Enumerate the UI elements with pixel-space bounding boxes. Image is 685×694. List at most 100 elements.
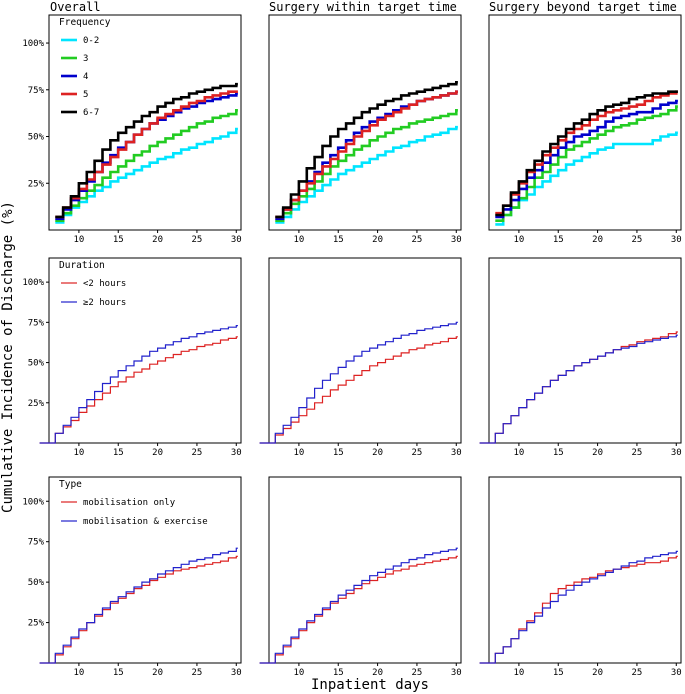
panel-duration-overall-xtick-label-25: 25 (192, 448, 203, 458)
panel-duration-surgery-within-target-time-xtick-label-10: 10 (293, 448, 304, 458)
panel-frequency-surgery-within-target-time-xtick-label-10: 10 (293, 235, 304, 245)
panel-type-surgery-within-target-time-series-mobilisation-exercise (259, 547, 458, 664)
panel-frequency-surgery-beyond-target-time-xtick-label-20: 20 (592, 235, 603, 245)
panel-type-surgery-within-target-time-series-mobilisation-only (259, 555, 458, 664)
panel-type-surgery-within-target-time-xtick-label-10: 10 (293, 668, 304, 678)
panel-duration-surgery-within-target-time-xtick-label-15: 15 (333, 448, 344, 458)
panel-type-surgery-within-target-time: 10 15 20 25 30 (259, 476, 462, 678)
panel-duration-surgery-beyond-target-time-xtick-label-15: 15 (553, 448, 564, 458)
panel-duration-overall: 10 15 20 25 30 25% 50% 75% 100% Duration <2 hours ≥… (22, 257, 242, 458)
panel-frequency-overall: 10 15 20 25 30 25% 50% 75% 100% Frequency 0-2 3 4 5 6-… (22, 14, 242, 245)
panel-type-overall-xtick-label-15: 15 (113, 668, 124, 678)
panel-frequency-overall-legend-label-5: 5 (83, 90, 88, 100)
panel-duration-surgery-beyond-target-time-xtick-label-30: 30 (671, 448, 682, 458)
panel-frequency-surgery-beyond-target-time-series-6-7 (495, 90, 678, 217)
panel-type-overall-legend-label-mobilisation-only: mobilisation only (83, 498, 176, 508)
panel-frequency-overall-legend-label-4: 4 (83, 72, 88, 82)
panel-type-overall-xtick-label-10: 10 (73, 668, 84, 678)
panel-type-surgery-beyond-target-time-xtick-label-15: 15 (553, 668, 564, 678)
panel-frequency-surgery-beyond-target-time-xtick-label-25: 25 (632, 235, 643, 245)
panel-type-overall-ytick-label-50: 50% (28, 578, 45, 588)
panel-frequency-overall-legend-label-0-2: 0-2 (83, 36, 99, 46)
panel-duration-surgery-within-target-time-series-2-hours (259, 336, 458, 444)
panel-duration-surgery-beyond-target-time-frame (488, 257, 682, 444)
panel-type-overall-legend-title: Type (59, 479, 82, 490)
panel-type-surgery-within-target-time-xtick-label-30: 30 (451, 668, 462, 678)
panel-duration-surgery-within-target-time-xtick-label-25: 25 (412, 448, 423, 458)
panel-duration-surgery-beyond-target-time-xtick-label-25: 25 (632, 448, 643, 458)
panel-duration-overall-ytick-label-75: 75% (28, 318, 45, 328)
column-title-overall: Overall (50, 0, 101, 14)
panel-frequency-surgery-within-target-time-frame (268, 14, 462, 231)
panel-type-surgery-beyond-target-time-series-mobilisation-exercise (479, 550, 678, 664)
panel-type-surgery-within-target-time-xtick-label-15: 15 (333, 668, 344, 678)
panel-duration-overall-legend-label-2-hours: ≥2 hours (83, 298, 126, 308)
panel-frequency-overall-xtick-label-15: 15 (113, 235, 124, 245)
panel-type-overall-xtick-label-30: 30 (231, 668, 242, 678)
column-titles: Overall Surgery within target time Surge… (50, 0, 677, 14)
panel-type-overall-frame (48, 476, 242, 664)
panel-grid: 10 15 20 25 30 25% 50% 75% 100% Frequency 0-2 3 4 5 6-… (22, 14, 682, 678)
y-axis-label: Cumulative Incidence of Discharge (%) (0, 201, 16, 513)
panel-duration-surgery-within-target-time-series-2-hours (259, 321, 458, 444)
panel-type-overall-ytick-label-25: 25% (28, 619, 45, 629)
panel-type-surgery-beyond-target-time: 10 15 20 25 30 (479, 476, 682, 678)
column-title-beyond-target: Surgery beyond target time (489, 0, 677, 14)
panel-frequency-overall-ytick-label-50: 50% (28, 133, 45, 143)
panel-duration-overall-legend-title: Duration (59, 260, 105, 271)
panel-frequency-surgery-beyond-target-time-xtick-label-15: 15 (553, 235, 564, 245)
panel-duration-surgery-beyond-target-time-series-2-hours (479, 334, 678, 444)
panel-frequency-overall-legend-title: Frequency (59, 17, 111, 28)
panel-type-overall: 10 15 20 25 3025%50%75%100%Typemobilisation … (22, 476, 242, 678)
panel-frequency-overall-legend-label-3: 3 (83, 54, 88, 64)
panel-duration-overall-series-2-hours (39, 336, 238, 444)
panel-frequency-surgery-within-target-time: 10 15 20 25 30 (268, 14, 462, 245)
panel-frequency-surgery-within-target-time-xtick-label-30: 30 (451, 235, 462, 245)
panel-frequency-overall-ytick-label-75: 75% (28, 86, 45, 96)
panel-duration-overall-ytick-label-50: 50% (28, 359, 45, 369)
panel-frequency-overall-ytick-label-25: 25% (28, 179, 45, 189)
column-title-within-target: Surgery within target time (269, 0, 457, 14)
panel-type-surgery-beyond-target-time-series-mobilisation-only (479, 555, 678, 664)
panel-frequency-surgery-within-target-time-xtick-label-25: 25 (412, 235, 423, 245)
panel-duration-surgery-within-target-time-frame (268, 257, 462, 444)
panel-duration-overall-series-2-hours (39, 325, 238, 444)
panel-type-surgery-beyond-target-time-xtick-label-10: 10 (513, 668, 524, 678)
panel-type-surgery-beyond-target-time-xtick-label-30: 30 (671, 668, 682, 678)
panel-duration-overall-xtick-label-10: 10 (73, 448, 84, 458)
panel-type-surgery-beyond-target-time-frame (488, 476, 682, 664)
panel-type-surgery-within-target-time-frame (268, 476, 462, 664)
panel-type-overall-xtick-label-20: 20 (152, 668, 163, 678)
panel-duration-overall-legend-label-2-hours: <2 hours (83, 279, 126, 289)
panel-duration-overall-ytick-label-100: 100% (22, 278, 44, 288)
panel-type-overall-legend-label-mobilisation-exercise: mobilisation & exercise (83, 517, 208, 527)
panel-duration-surgery-within-target-time-xtick-label-30: 30 (451, 448, 462, 458)
x-axis-label: Inpatient days (311, 677, 429, 693)
panel-frequency-surgery-within-target-time-xtick-label-20: 20 (372, 235, 383, 245)
panel-frequency-surgery-beyond-target-time-frame (488, 14, 682, 231)
panel-type-overall-series-mobilisation-exercise (39, 547, 238, 664)
panel-frequency-overall-legend-label-6-7: 6-7 (83, 108, 99, 118)
panel-type-overall-ytick-label-100: 100% (22, 497, 44, 507)
panel-type-overall-xtick-label-25: 25 (192, 668, 203, 678)
panel-duration-overall-xtick-label-30: 30 (231, 448, 242, 458)
panel-duration-overall-ytick-label-25: 25% (28, 399, 45, 409)
panel-duration-surgery-within-target-time-xtick-label-20: 20 (372, 448, 383, 458)
panel-type-overall-series-mobilisation-only (39, 555, 238, 664)
panel-duration-surgery-beyond-target-time: 10 15 20 25 30 (479, 257, 682, 458)
panel-frequency-overall-ytick-label-100: 100% (22, 39, 44, 49)
panel-type-overall-ytick-label-75: 75% (28, 538, 45, 548)
panel-frequency-surgery-within-target-time-xtick-label-15: 15 (333, 235, 344, 245)
panel-type-surgery-within-target-time-xtick-label-25: 25 (412, 668, 423, 678)
panel-duration-surgery-beyond-target-time-xtick-label-20: 20 (592, 448, 603, 458)
panel-frequency-surgery-within-target-time-series-5 (275, 90, 458, 219)
panel-frequency-surgery-beyond-target-time: 10 15 20 25 30 (488, 14, 682, 245)
panel-duration-surgery-beyond-target-time-xtick-label-10: 10 (513, 448, 524, 458)
panel-frequency-overall-series-6-7 (55, 82, 238, 219)
panel-duration-overall-xtick-label-15: 15 (113, 448, 124, 458)
panel-type-surgery-within-target-time-xtick-label-20: 20 (372, 668, 383, 678)
panel-frequency-surgery-within-target-time-series-6-7 (275, 81, 458, 219)
panel-duration-surgery-within-target-time: 10 15 20 25 30 (259, 257, 462, 458)
panel-frequency-surgery-beyond-target-time-xtick-label-30: 30 (671, 235, 682, 245)
